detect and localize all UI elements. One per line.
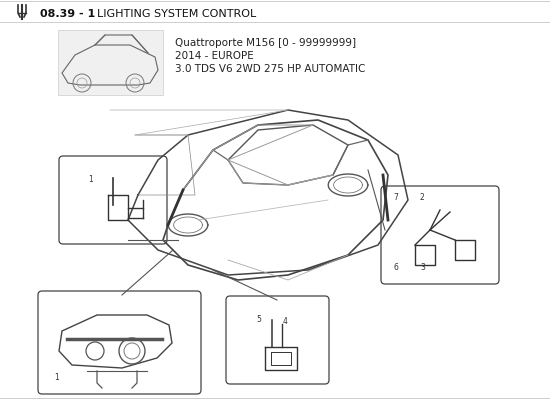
FancyBboxPatch shape bbox=[226, 296, 329, 384]
Text: 5: 5 bbox=[256, 315, 261, 324]
FancyBboxPatch shape bbox=[59, 156, 167, 244]
Text: 3.0 TDS V6 2WD 275 HP AUTOMATIC: 3.0 TDS V6 2WD 275 HP AUTOMATIC bbox=[175, 64, 365, 74]
FancyBboxPatch shape bbox=[38, 291, 201, 394]
FancyBboxPatch shape bbox=[58, 30, 163, 95]
Text: Quattroporte M156 [0 - 99999999]: Quattroporte M156 [0 - 99999999] bbox=[175, 38, 356, 48]
Text: 7: 7 bbox=[393, 193, 398, 202]
Text: LIGHTING SYSTEM CONTROL: LIGHTING SYSTEM CONTROL bbox=[97, 9, 256, 19]
Text: 1: 1 bbox=[89, 176, 94, 184]
Text: 2: 2 bbox=[420, 193, 425, 202]
FancyBboxPatch shape bbox=[381, 186, 499, 284]
Text: 2014 - EUROPE: 2014 - EUROPE bbox=[175, 51, 254, 61]
Text: 1: 1 bbox=[54, 373, 59, 382]
Text: 6: 6 bbox=[393, 263, 398, 272]
Text: 08.39 - 1: 08.39 - 1 bbox=[40, 9, 95, 19]
Text: 3: 3 bbox=[420, 263, 425, 272]
Text: 4: 4 bbox=[283, 317, 288, 326]
